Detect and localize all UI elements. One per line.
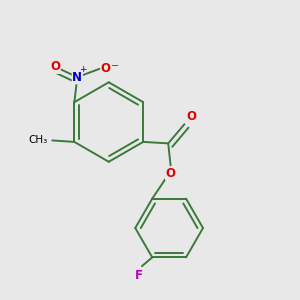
Text: +: + xyxy=(79,65,86,74)
Text: O: O xyxy=(101,62,111,75)
Text: O: O xyxy=(50,60,60,73)
Text: −: − xyxy=(111,61,119,71)
Text: F: F xyxy=(135,269,143,282)
Text: O: O xyxy=(166,167,176,180)
Text: O: O xyxy=(186,110,196,123)
Text: N: N xyxy=(72,70,82,84)
Text: CH₃: CH₃ xyxy=(28,135,48,146)
